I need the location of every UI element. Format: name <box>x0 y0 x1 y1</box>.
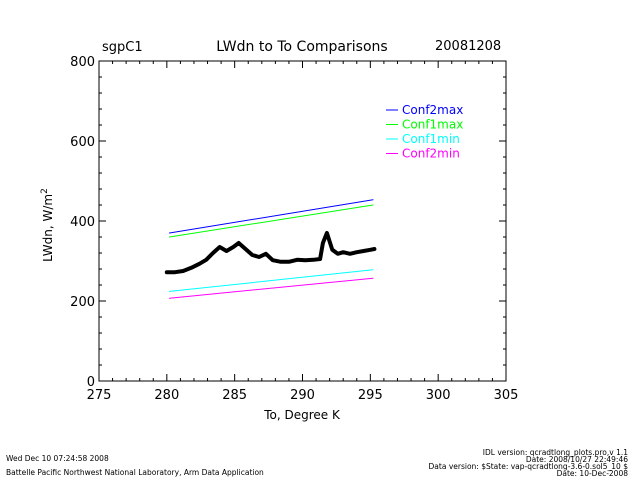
x-tick-label: 290 <box>290 388 315 403</box>
y-axis-ticks: 0 200 400 600 800 <box>70 55 506 390</box>
x-tick-label: 275 <box>87 388 112 403</box>
series-line-conf1min <box>169 269 374 292</box>
y-tick-label: 200 <box>70 295 95 310</box>
y-axis-label: LWdn, W/m2 <box>40 188 55 262</box>
site-label: sgpC1 <box>102 40 143 55</box>
y-tick-label: 400 <box>70 215 95 230</box>
x-tick-label: 305 <box>494 388 519 403</box>
x-axis-label: To, Degree K <box>263 408 341 422</box>
y-axis-label-text: LWdn, W/m <box>41 194 55 262</box>
footer-idl-version: IDL version: qcradtlong_plots.pro,v 1.1 <box>483 448 628 457</box>
x-tick-label: 285 <box>222 388 247 403</box>
series-group <box>164 199 377 299</box>
legend-label-conf2max: Conf2max <box>402 103 463 117</box>
date-label: 20081208 <box>435 39 501 54</box>
chart-title: LWdn to To Comparisons <box>216 39 387 55</box>
x-tick-label: 280 <box>154 388 179 403</box>
footer-lab: Battelle Pacific Northwest National Labo… <box>6 468 264 477</box>
y-axis-label-superscript: 2 <box>40 188 50 194</box>
legend-label-conf2min: Conf2min <box>402 147 460 161</box>
x-axis-ticks: 275 280 285 290 295 300 305 <box>87 61 519 403</box>
series-line-conf2min <box>169 277 374 299</box>
y-tick-label: 0 <box>87 375 95 390</box>
y-tick-label: 800 <box>70 55 95 70</box>
series-line-observed <box>164 231 377 275</box>
x-tick-label: 295 <box>358 388 383 403</box>
footer-idl-date: Date: 2008/10/27 22:49:46 <box>526 455 628 464</box>
series-line-conf1max <box>169 204 374 238</box>
y-axis-label-group: LWdn, W/m2 <box>40 188 55 262</box>
legend-label-conf1min: Conf1min <box>402 132 460 146</box>
series-line-conf2max <box>169 199 374 234</box>
footer-timestamp: Wed Dec 10 07:24:58 2008 <box>6 454 109 463</box>
y-tick-label: 600 <box>70 135 95 150</box>
footer-data-date: Date: 10-Dec-2008 <box>557 469 629 478</box>
x-tick-label: 300 <box>426 388 451 403</box>
footer-data-version: Data version: $State: vap-qcradtlong-3.6… <box>429 462 629 471</box>
legend-label-conf1max: Conf1max <box>402 118 463 132</box>
